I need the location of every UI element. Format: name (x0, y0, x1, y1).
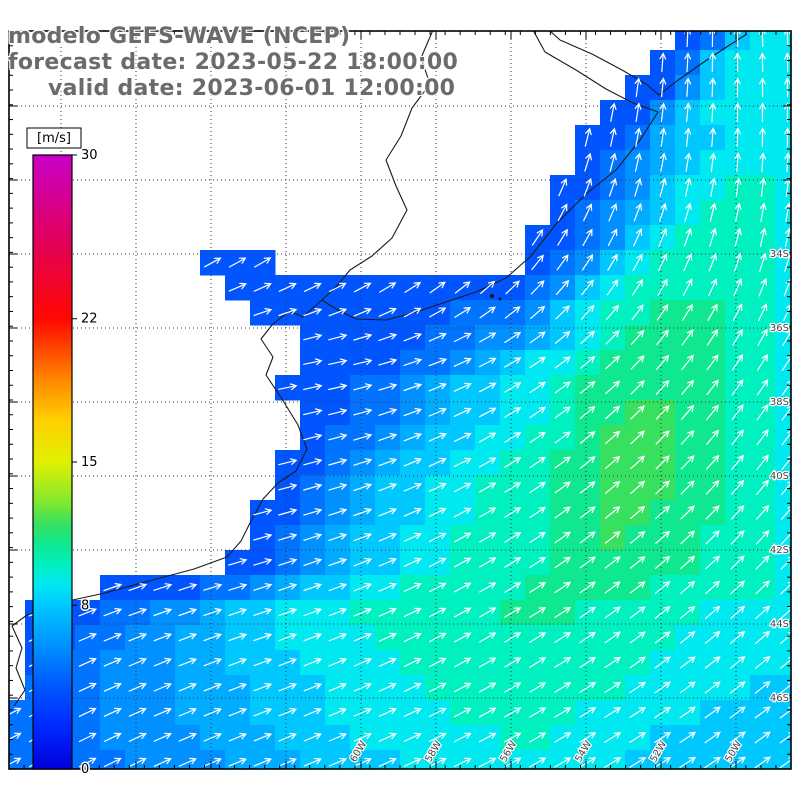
coastline (11, 31, 748, 707)
latitude-label: 40S (770, 471, 789, 482)
colorbar-tick-label: 15 (81, 455, 98, 470)
colorbar-unit-label: [m/s] (37, 131, 71, 146)
colorbar-tick-label: 0 (81, 762, 89, 777)
latitude-label: 34S (770, 249, 789, 260)
colorbar: 30 22 15 8 0 [m/s] (26, 127, 99, 779)
latitude-label: 42S (770, 545, 789, 556)
island-dot (490, 294, 494, 298)
valid-date: valid date: 2023-06-01 12:00:00 (48, 76, 456, 101)
colorbar-tick-label: 8 (81, 598, 89, 613)
map-frame (8, 30, 792, 770)
latitude-label: 46S (770, 693, 789, 704)
latitude-label: 36S (770, 323, 789, 334)
colorbar-tick-label: 22 (81, 312, 98, 327)
colorbar-tick-label: 30 (81, 148, 98, 163)
title-block: modelo GEFS-WAVE (NCEP) forecast date: 2… (8, 24, 458, 102)
latitude-label: 38S (770, 397, 789, 408)
colorbar-gradient (32, 154, 73, 770)
island-dot (498, 297, 502, 301)
forecast-date: forecast date: 2023-05-22 18:00:00 (8, 50, 459, 75)
model-title: modelo GEFS-WAVE (NCEP) (8, 24, 351, 49)
colorbar-unit-box (26, 127, 82, 149)
latitude-label: 44S (770, 619, 789, 630)
